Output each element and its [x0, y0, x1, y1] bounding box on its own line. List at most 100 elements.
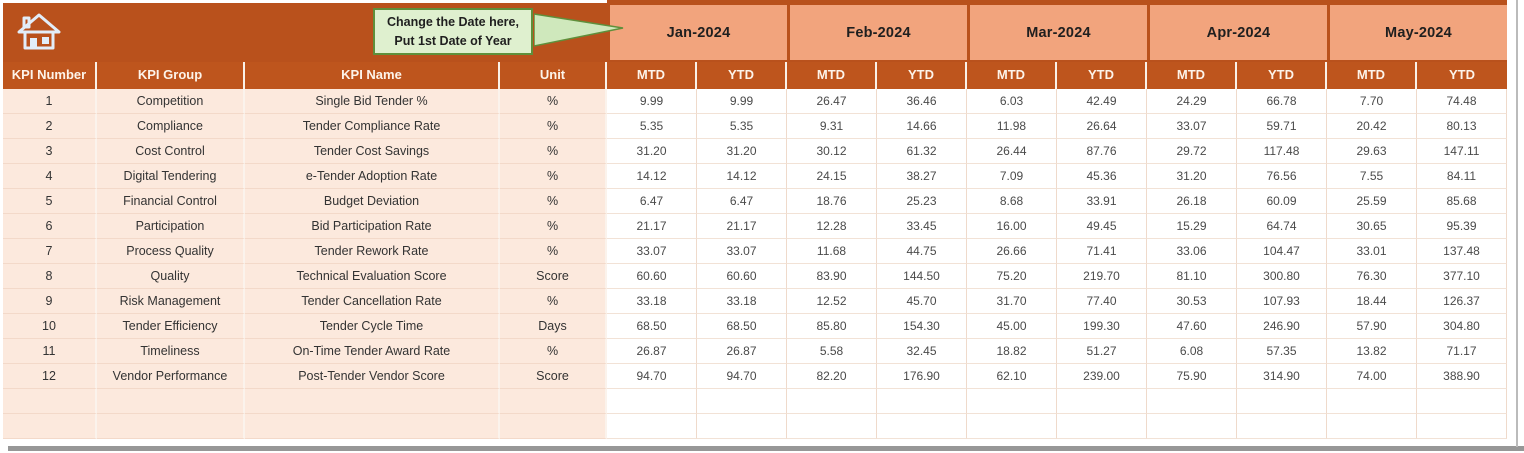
col-header-mtd-mar-2024[interactable]: MTD — [967, 62, 1057, 89]
cell-value[interactable]: 44.75 — [877, 239, 967, 264]
cell-value[interactable]: 16.00 — [967, 214, 1057, 239]
cell-value[interactable]: 61.32 — [877, 139, 967, 164]
cell-value[interactable]: 8.68 — [967, 189, 1057, 214]
cell-value[interactable]: 84.11 — [1417, 164, 1507, 189]
col-header-mtd-may-2024[interactable]: MTD — [1327, 62, 1417, 89]
cell-value[interactable]: 26.64 — [1057, 114, 1147, 139]
cell-value[interactable]: 176.90 — [877, 364, 967, 389]
cell-value[interactable] — [1237, 389, 1327, 414]
cell-kpi-name[interactable]: Single Bid Tender % — [245, 89, 500, 114]
cell-value[interactable]: 76.30 — [1327, 264, 1417, 289]
cell-value[interactable]: 20.42 — [1327, 114, 1417, 139]
cell-kpi-group[interactable]: Timeliness — [97, 339, 245, 364]
cell-value[interactable]: 25.23 — [877, 189, 967, 214]
cell-value[interactable]: 76.56 — [1237, 164, 1327, 189]
cell-value[interactable]: 26.47 — [787, 89, 877, 114]
col-header-ytd-jan-2024[interactable]: YTD — [697, 62, 787, 89]
month-header-feb-2024[interactable]: Feb-2024 — [790, 5, 967, 60]
cell-value[interactable]: 71.41 — [1057, 239, 1147, 264]
cell-unit[interactable]: % — [500, 164, 607, 189]
cell-kpi-number[interactable]: 7 — [3, 239, 97, 264]
cell-value[interactable]: 74.48 — [1417, 89, 1507, 114]
cell-kpi-group[interactable]: Digital Tendering — [97, 164, 245, 189]
cell-value[interactable] — [787, 389, 877, 414]
cell-value[interactable]: 219.70 — [1057, 264, 1147, 289]
cell-value[interactable]: 81.10 — [1147, 264, 1237, 289]
cell-value[interactable]: 18.76 — [787, 189, 877, 214]
cell-value[interactable]: 126.37 — [1417, 289, 1507, 314]
cell-value[interactable]: 68.50 — [607, 314, 697, 339]
cell-kpi-name[interactable]: Tender Cost Savings — [245, 139, 500, 164]
cell-kpi-name[interactable]: Budget Deviation — [245, 189, 500, 214]
col-header-ytd-apr-2024[interactable]: YTD — [1237, 62, 1327, 89]
cell-value[interactable]: 104.47 — [1237, 239, 1327, 264]
cell-value[interactable]: 36.46 — [877, 89, 967, 114]
cell-value[interactable]: 26.18 — [1147, 189, 1237, 214]
cell-kpi-group[interactable]: Vendor Performance — [97, 364, 245, 389]
cell-value[interactable]: 11.68 — [787, 239, 877, 264]
cell-value[interactable]: 33.91 — [1057, 189, 1147, 214]
cell-kpi-group[interactable]: Participation — [97, 214, 245, 239]
cell-value[interactable]: 33.07 — [607, 239, 697, 264]
cell-value[interactable]: 199.30 — [1057, 314, 1147, 339]
month-header-may-2024[interactable]: May-2024 — [1330, 5, 1507, 60]
cell-value[interactable]: 6.47 — [607, 189, 697, 214]
cell-value[interactable]: 75.90 — [1147, 364, 1237, 389]
cell-unit[interactable]: % — [500, 89, 607, 114]
cell-value[interactable] — [877, 414, 967, 439]
cell-value[interactable]: 239.00 — [1057, 364, 1147, 389]
cell-value[interactable]: 49.45 — [1057, 214, 1147, 239]
cell-value[interactable]: 30.53 — [1147, 289, 1237, 314]
cell-value[interactable]: 14.12 — [697, 164, 787, 189]
col-header-ytd-feb-2024[interactable]: YTD — [877, 62, 967, 89]
cell-value[interactable]: 45.70 — [877, 289, 967, 314]
col-header-mtd-jan-2024[interactable]: MTD — [607, 62, 697, 89]
col-header-mtd-apr-2024[interactable]: MTD — [1147, 62, 1237, 89]
cell-value[interactable]: 38.27 — [877, 164, 967, 189]
cell-value[interactable]: 45.00 — [967, 314, 1057, 339]
cell-unit[interactable]: Days — [500, 314, 607, 339]
cell-kpi-name[interactable] — [245, 389, 500, 414]
cell-kpi-group[interactable]: Risk Management — [97, 289, 245, 314]
col-header-unit[interactable]: Unit — [500, 62, 607, 89]
cell-kpi-name[interactable]: e-Tender Adoption Rate — [245, 164, 500, 189]
cell-kpi-number[interactable] — [3, 414, 97, 439]
cell-kpi-number[interactable]: 6 — [3, 214, 97, 239]
cell-value[interactable]: 85.80 — [787, 314, 877, 339]
month-header-jan-2024[interactable]: Jan-2024 — [610, 5, 787, 60]
cell-value[interactable] — [1057, 414, 1147, 439]
cell-unit[interactable] — [500, 414, 607, 439]
col-header-ytd-may-2024[interactable]: YTD — [1449, 67, 1475, 82]
cell-value[interactable]: 7.55 — [1327, 164, 1417, 189]
cell-unit[interactable]: % — [500, 339, 607, 364]
cell-value[interactable]: 117.48 — [1237, 139, 1327, 164]
cell-value[interactable]: 42.49 — [1057, 89, 1147, 114]
cell-kpi-number[interactable]: 4 — [3, 164, 97, 189]
cell-kpi-name[interactable]: Tender Compliance Rate — [245, 114, 500, 139]
cell-value[interactable] — [1057, 389, 1147, 414]
cell-value[interactable]: 26.66 — [967, 239, 1057, 264]
cell-value[interactable]: 71.17 — [1417, 339, 1507, 364]
cell-kpi-number[interactable]: 2 — [3, 114, 97, 139]
cell-value[interactable] — [1417, 389, 1507, 414]
cell-kpi-group[interactable]: Financial Control — [97, 189, 245, 214]
cell-kpi-name[interactable]: Tender Cycle Time — [245, 314, 500, 339]
cell-value[interactable]: 15.29 — [1147, 214, 1237, 239]
cell-value[interactable]: 83.90 — [787, 264, 877, 289]
cell-value[interactable] — [1327, 414, 1417, 439]
cell-value[interactable]: 33.18 — [697, 289, 787, 314]
cell-value[interactable]: 60.60 — [607, 264, 697, 289]
cell-value[interactable] — [607, 414, 697, 439]
cell-kpi-name[interactable]: Technical Evaluation Score — [245, 264, 500, 289]
cell-kpi-number[interactable]: 3 — [3, 139, 97, 164]
cell-value[interactable]: 60.09 — [1237, 189, 1327, 214]
cell-kpi-number[interactable]: 1 — [3, 89, 97, 114]
cell-value[interactable]: 26.44 — [967, 139, 1057, 164]
cell-value[interactable]: 6.03 — [967, 89, 1057, 114]
cell-value[interactable] — [607, 389, 697, 414]
cell-value[interactable] — [967, 389, 1057, 414]
cell-kpi-name[interactable]: Bid Participation Rate — [245, 214, 500, 239]
cell-kpi-name[interactable]: Post-Tender Vendor Score — [245, 364, 500, 389]
cell-unit[interactable]: % — [500, 289, 607, 314]
cell-value[interactable]: 246.90 — [1237, 314, 1327, 339]
